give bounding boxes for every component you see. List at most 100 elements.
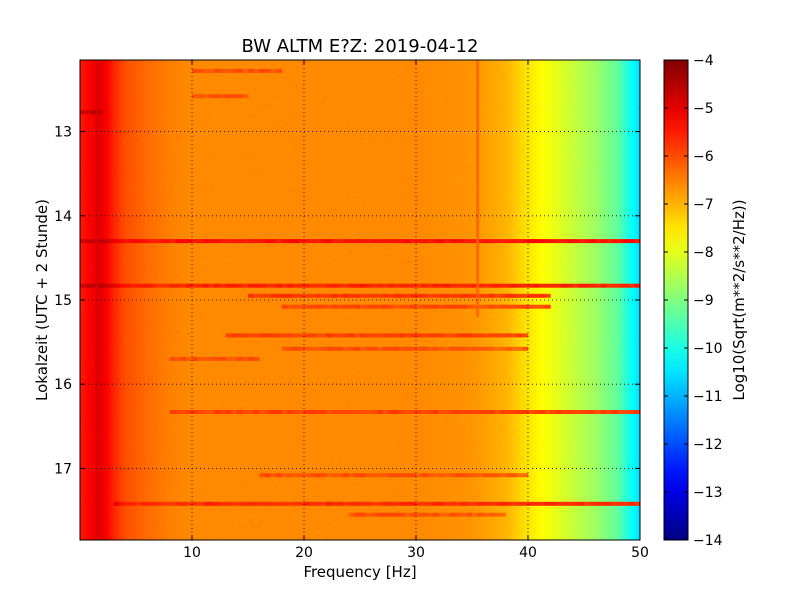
noise-speck bbox=[143, 181, 146, 183]
noise-speck bbox=[587, 352, 590, 354]
noise-speck bbox=[604, 71, 607, 73]
band-segment bbox=[544, 293, 551, 298]
spectrum-column bbox=[346, 60, 348, 540]
spectrum-column bbox=[282, 60, 284, 540]
band-segment bbox=[371, 512, 378, 517]
band-segment bbox=[421, 293, 428, 298]
noise-speck bbox=[458, 438, 461, 440]
noise-speck bbox=[242, 363, 245, 365]
band-segment bbox=[298, 473, 305, 478]
band-segment bbox=[220, 239, 226, 244]
band-segment bbox=[164, 283, 170, 288]
band-segment bbox=[477, 304, 484, 309]
band-segment bbox=[360, 501, 366, 506]
band-segment bbox=[298, 346, 305, 351]
noise-speck bbox=[133, 527, 136, 529]
noise-speck bbox=[152, 275, 155, 277]
noise-speck bbox=[433, 184, 436, 186]
noise-speck bbox=[107, 533, 110, 535]
noise-speck bbox=[601, 355, 604, 357]
noise-speck bbox=[616, 277, 618, 279]
band-segment bbox=[505, 239, 512, 244]
spectrum-column bbox=[386, 60, 388, 540]
noise-speck bbox=[459, 380, 461, 381]
noise-speck bbox=[200, 490, 203, 492]
noise-speck bbox=[169, 519, 172, 521]
noise-speck bbox=[221, 403, 224, 405]
noise-speck bbox=[531, 119, 534, 121]
noise-speck bbox=[530, 256, 533, 258]
noise-speck bbox=[133, 335, 136, 337]
noise-speck bbox=[625, 451, 628, 453]
band-segment bbox=[432, 239, 439, 244]
noise-speck bbox=[626, 340, 629, 342]
band-segment bbox=[225, 283, 232, 288]
band-segment bbox=[80, 239, 86, 244]
band-segment bbox=[628, 239, 635, 244]
noise-speck bbox=[219, 130, 222, 132]
noise-speck bbox=[403, 401, 405, 402]
noise-speck bbox=[587, 416, 590, 418]
noise-speck bbox=[100, 410, 103, 412]
band-segment bbox=[287, 239, 294, 244]
noise-speck bbox=[107, 118, 110, 120]
noise-speck bbox=[611, 89, 614, 91]
noise-speck bbox=[325, 276, 328, 278]
noise-speck bbox=[89, 367, 92, 369]
y-tick-label: 15 bbox=[54, 293, 72, 309]
band-segment bbox=[623, 410, 630, 414]
noise-speck bbox=[550, 516, 552, 518]
noise-speck bbox=[494, 425, 497, 427]
spectrum-column bbox=[198, 60, 200, 540]
noise-speck bbox=[196, 162, 199, 163]
band-segment bbox=[371, 239, 378, 244]
noise-speck bbox=[428, 156, 431, 157]
noise-speck bbox=[446, 96, 448, 98]
noise-speck bbox=[529, 237, 532, 239]
band-segment bbox=[393, 283, 400, 288]
noise-speck bbox=[161, 332, 164, 334]
colorbar-label: Log10(Sqrt(m**2/s**2/Hz)) bbox=[730, 199, 748, 400]
band-segment bbox=[460, 293, 467, 298]
noise-speck bbox=[593, 182, 596, 184]
noise-speck bbox=[222, 188, 225, 190]
noise-speck bbox=[373, 383, 376, 385]
noise-speck bbox=[184, 81, 187, 82]
noise-speck bbox=[342, 418, 344, 420]
noise-speck bbox=[388, 153, 391, 155]
noise-speck bbox=[553, 258, 555, 260]
noise-speck bbox=[384, 137, 387, 139]
noise-speck bbox=[454, 489, 457, 491]
band-segment bbox=[220, 94, 226, 99]
noise-speck bbox=[177, 510, 180, 512]
noise-speck bbox=[390, 275, 393, 277]
noise-speck bbox=[264, 103, 267, 105]
noise-speck bbox=[282, 487, 285, 489]
noise-speck bbox=[146, 269, 149, 271]
noise-speck bbox=[588, 217, 591, 219]
noise-speck bbox=[240, 204, 243, 206]
noise-speck bbox=[566, 408, 569, 410]
noise-speck bbox=[610, 467, 613, 469]
band-segment bbox=[264, 239, 271, 244]
band-segment bbox=[449, 239, 456, 244]
noise-speck bbox=[380, 257, 382, 258]
noise-speck bbox=[286, 218, 289, 220]
band-segment bbox=[276, 283, 282, 288]
noise-speck bbox=[192, 148, 195, 150]
noise-speck bbox=[156, 383, 159, 385]
band-segment bbox=[152, 501, 159, 506]
noise-speck bbox=[460, 351, 463, 353]
noise-speck bbox=[580, 399, 583, 400]
band-segment bbox=[494, 239, 501, 244]
noise-speck bbox=[326, 312, 329, 314]
noise-speck bbox=[409, 66, 412, 67]
noise-speck bbox=[634, 489, 637, 491]
band-segment bbox=[371, 304, 378, 309]
band-segment bbox=[192, 283, 198, 288]
band-segment bbox=[483, 304, 490, 309]
noise-speck bbox=[603, 204, 606, 205]
band-segment bbox=[483, 512, 490, 517]
noise-speck bbox=[344, 378, 347, 380]
band-segment bbox=[186, 283, 193, 288]
